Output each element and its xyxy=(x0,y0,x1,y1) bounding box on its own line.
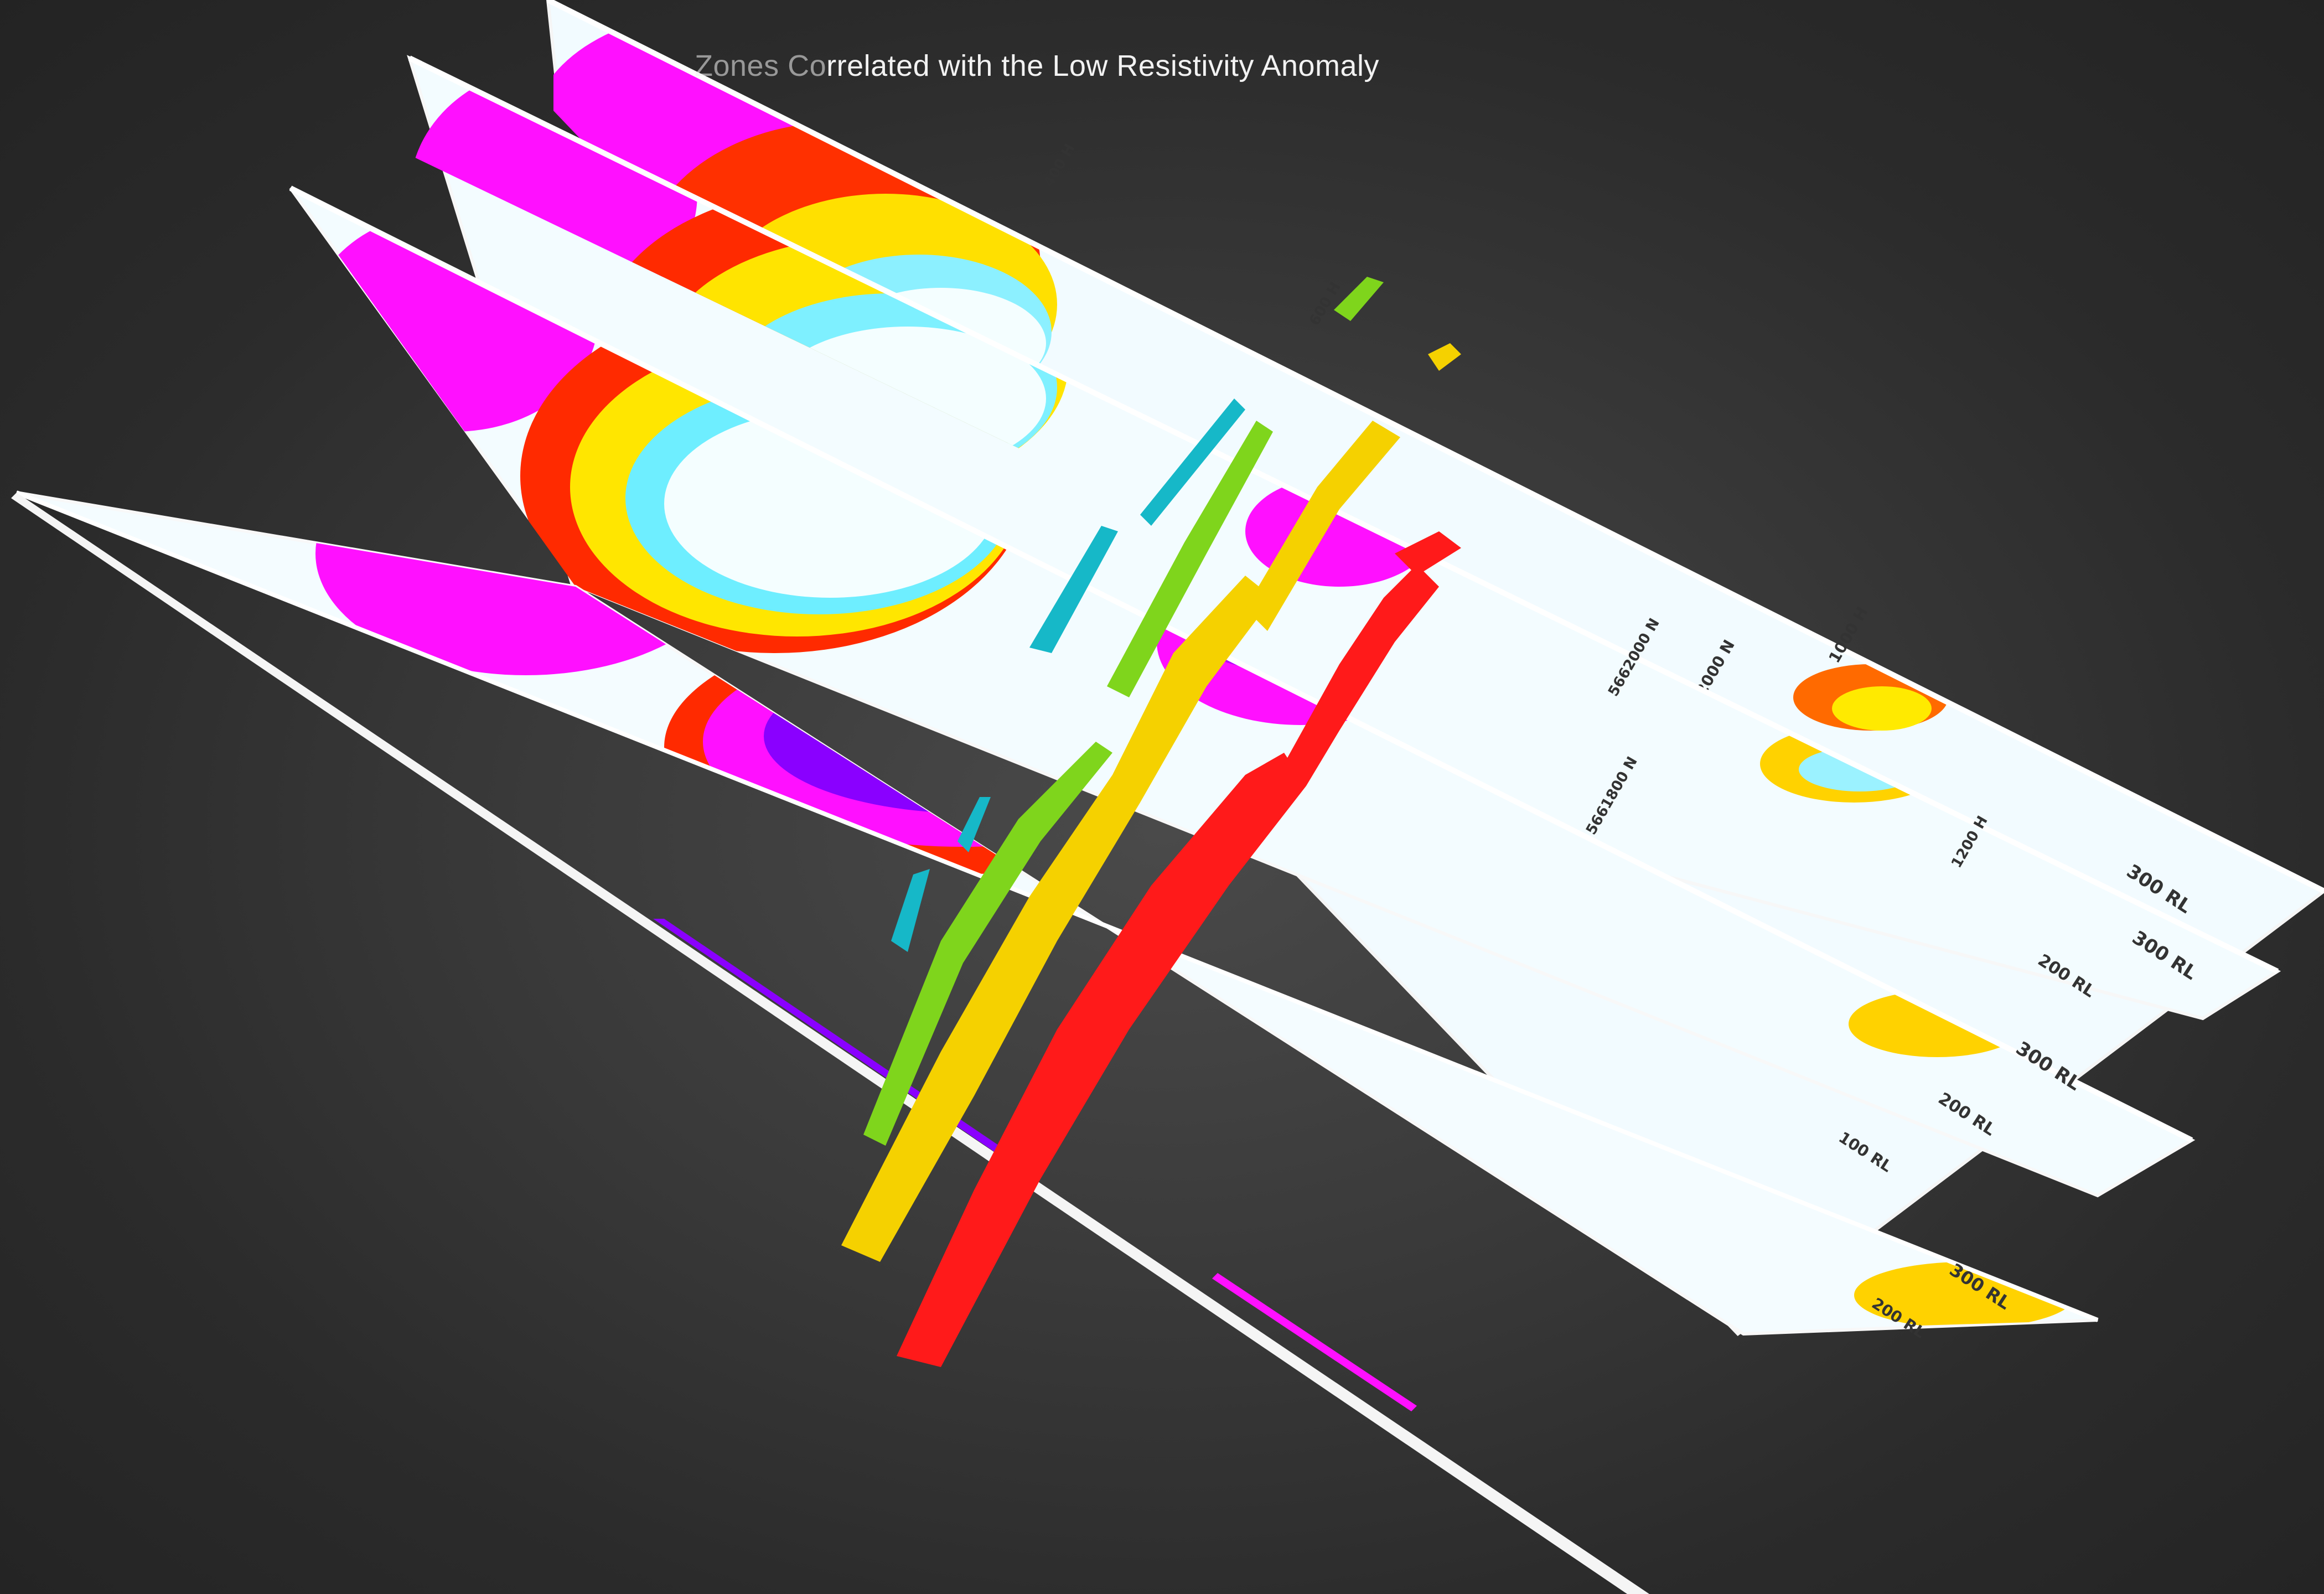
zone-green[interactable] xyxy=(863,277,1384,1146)
zone-cyan[interactable] xyxy=(891,398,1245,952)
geology-zones[interactable] xyxy=(841,277,1461,1367)
page-title: Zones Correlated with the Low Resistivit… xyxy=(695,49,1379,83)
grid-label: 600 H xyxy=(1306,280,1344,329)
title-faded-part: Zones Co xyxy=(695,49,827,82)
zone-yellow[interactable] xyxy=(841,343,1461,1262)
zone-red[interactable] xyxy=(897,531,1461,1367)
low-resistivity-strip xyxy=(1212,1273,1417,1411)
grid-label: 400 H xyxy=(1041,141,1079,190)
title-visible-part: rrelated with the Low Resistivity Anomal… xyxy=(826,49,1380,82)
section-plane xyxy=(11,493,1649,1594)
